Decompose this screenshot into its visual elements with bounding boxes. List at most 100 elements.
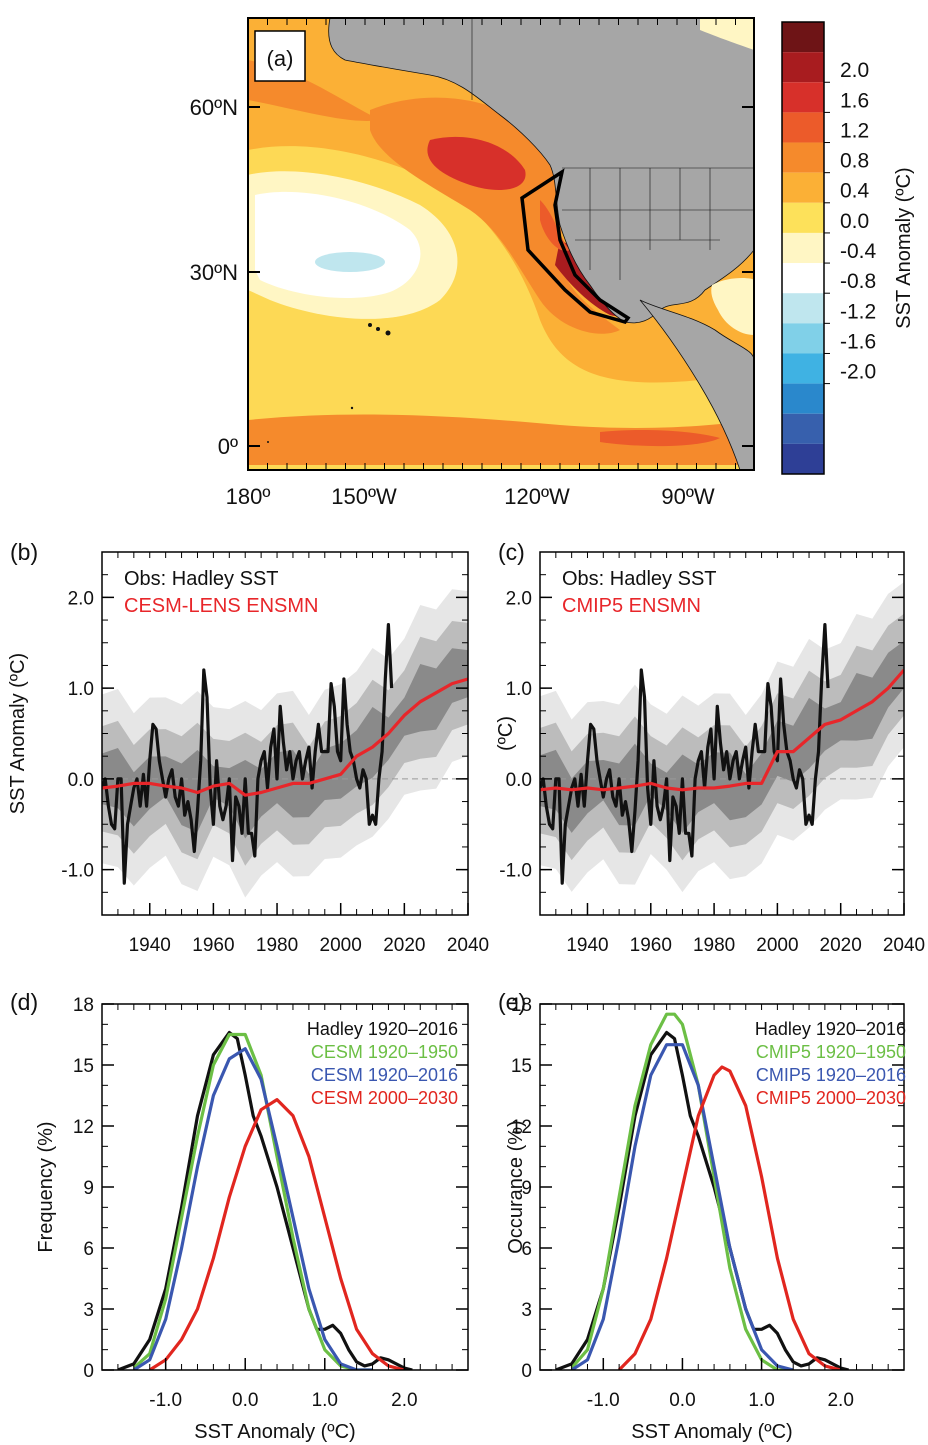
map-islands <box>267 323 391 443</box>
series-line-2 <box>132 1047 373 1370</box>
map-lon-label: 180º <box>226 484 271 509</box>
y-tick-label: 2.0 <box>68 588 94 609</box>
plot-area <box>555 1012 849 1370</box>
colorbar-level-label: -2.0 <box>840 361 876 384</box>
colorbar-swatch <box>782 383 824 414</box>
y-tick-label: 18 <box>73 995 94 1016</box>
y-axis-label: (ºC) <box>495 716 517 751</box>
colorbar-swatch <box>782 293 824 324</box>
plot-area <box>540 582 904 893</box>
y-tick-label: 3 <box>521 1300 532 1321</box>
colorbar-level-label: -1.6 <box>840 330 876 353</box>
x-tick-label: 2020 <box>383 935 425 956</box>
map-ticks <box>247 18 754 470</box>
y-tick-label: 15 <box>73 1056 94 1077</box>
panel-label: (c) <box>498 539 525 565</box>
x-tick-label: 0.0 <box>669 1390 695 1411</box>
x-tick-label: 1940 <box>129 935 171 956</box>
series-line-3 <box>617 1065 842 1370</box>
y-tick-label: -1.0 <box>499 861 532 882</box>
legend-entry: CMIP5 1920–2016 <box>756 1065 906 1085</box>
y-axis-label: SST Anomaly (ºC) <box>7 653 29 814</box>
map-axis-labels: 60ºN 30ºN 0º 180º 150ºW 120ºW 90ºW <box>190 95 715 509</box>
plot-area <box>102 589 468 898</box>
panel-label: (b) <box>10 539 38 565</box>
sst-map: (a) 60ºN 30ºN 0º 180º 150ºW 120ºW 90ºW 2.0 1.6 1… <box>190 17 915 509</box>
panel-label: (e) <box>498 989 526 1015</box>
colorbar-level-label: 0.4 <box>840 180 870 203</box>
x-tick-label: 2000 <box>320 935 362 956</box>
x-tick-label: 2.0 <box>391 1390 417 1411</box>
map-equatorial-red-band <box>600 430 720 447</box>
colorbar-level-label: -0.4 <box>840 240 877 263</box>
map-borders <box>471 18 754 280</box>
map-gulf-of-mexico <box>711 277 754 335</box>
colorbar-level-label: 1.2 <box>840 119 869 142</box>
y-tick-label: 0.0 <box>68 770 94 791</box>
colorbar: 2.0 1.6 1.2 0.8 0.4 0.0 -0.4 -0.8 -1.2 -1.6 -2.0 <box>781 21 877 475</box>
colorbar-swatch <box>782 232 824 264</box>
y-tick-label: 2.0 <box>506 588 532 609</box>
colorbar-swatch <box>782 443 824 474</box>
colorbar-swatch <box>782 263 824 294</box>
map-arctic-land <box>700 18 754 50</box>
legend-entry: Obs: Hadley SST <box>124 568 279 590</box>
legend-entry: CESM 1920–1950 <box>311 1042 458 1062</box>
x-tick-label: 2.0 <box>827 1390 853 1411</box>
y-tick-label: -1.0 <box>61 861 94 882</box>
x-tick-label: 2020 <box>820 935 862 956</box>
map-panel-label: (a) <box>267 46 294 71</box>
x-tick-label: 0.0 <box>232 1390 258 1411</box>
colorbar-swatch <box>782 413 824 444</box>
colorbar-level-label: 2.0 <box>840 59 869 82</box>
y-tick-label: 9 <box>521 1178 532 1199</box>
colorbar-level-label: 0.8 <box>840 150 869 173</box>
legend-entry: CMIP5 2000–2030 <box>756 1088 906 1108</box>
map-lon-label: 90ºW <box>661 484 715 509</box>
map-north-america-land <box>328 18 754 324</box>
colorbar-level-label: -1.2 <box>840 300 876 323</box>
map-lon-label: 120ºW <box>504 484 570 509</box>
series-line-1 <box>540 668 904 792</box>
panel-c-timeseries: 1940 1960 1980 2000 2020 2040 -1.0 0.0 1.0 2.0 (ºC… <box>495 539 925 956</box>
y-tick-label: 6 <box>521 1239 532 1260</box>
colorbar-frame <box>781 21 825 475</box>
map-coast-red-region <box>540 200 570 251</box>
colorbar-swatch <box>782 112 824 143</box>
colorbar-swatch <box>782 202 824 233</box>
colorbar-swatch <box>782 172 824 203</box>
y-tick-label: 1.0 <box>506 679 532 700</box>
map-neutral-region <box>255 191 421 299</box>
map-lon-label: 150ºW <box>331 484 397 509</box>
x-axis-label: SST Anomaly (ºC) <box>631 1421 792 1443</box>
colorbar-level-label: -0.8 <box>840 270 876 293</box>
legend-entry: CESM 1920–2016 <box>311 1065 458 1085</box>
map-study-region-outline <box>520 168 631 325</box>
colorbar-swatch <box>782 142 824 173</box>
map-lat-label: 60ºN <box>190 95 238 120</box>
panel-e-distribution: -1.0 0.0 1.0 2.0 0 3 6 9 12 15 18 Occurance (%) SST … <box>498 989 906 1443</box>
x-tick-label: 2040 <box>447 935 489 956</box>
y-tick-label: 1.0 <box>68 679 94 700</box>
legend-entry: Hadley 1920–2016 <box>755 1019 906 1039</box>
x-tick-label: -1.0 <box>149 1390 182 1411</box>
x-tick-label: 1.0 <box>312 1390 338 1411</box>
plot-area <box>117 1030 413 1370</box>
colorbar-title: SST Anomaly (ºC) <box>893 167 915 328</box>
y-tick-label: 15 <box>511 1056 532 1077</box>
y-tick-label: 12 <box>73 1117 94 1138</box>
colorbar-swatch <box>782 323 824 354</box>
y-tick-label: 18 <box>511 995 532 1016</box>
colorbar-swatch <box>782 353 824 384</box>
y-tick-label: 3 <box>83 1300 94 1321</box>
map-lat-label: 30ºN <box>190 260 238 285</box>
series-line-2 <box>570 1043 794 1370</box>
map-lat-label: 0º <box>218 434 238 459</box>
legend-entry: CESM 2000–2030 <box>311 1088 458 1108</box>
map-equatorial-band <box>248 414 754 465</box>
panel-d-distribution: -1.0 0.0 1.0 2.0 0 3 6 9 12 15 18 Frequency (%) SST … <box>10 989 469 1443</box>
map-hot-blob <box>427 136 526 190</box>
y-tick-label: 12 <box>511 1117 532 1138</box>
series-line-1 <box>570 1012 794 1370</box>
